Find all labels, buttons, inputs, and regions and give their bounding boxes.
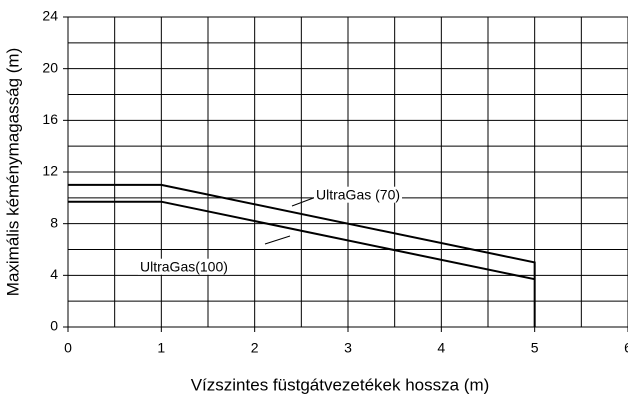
- series-line: [68, 183, 536, 327]
- label-bg: [138, 258, 230, 275]
- x-tick-label: 4: [437, 340, 445, 356]
- legend-label: UltraGas(100): [140, 259, 228, 275]
- x-tick-label: 5: [531, 340, 539, 356]
- y-tick-label: 20: [42, 59, 58, 75]
- leader-line: [291, 196, 317, 207]
- x-tick-label: 0: [64, 340, 72, 356]
- x-axis-title: Vízszintes füstgátvezetékek hossza (m): [191, 375, 490, 394]
- y-tick-label: 4: [50, 266, 58, 282]
- leader-line: [264, 235, 291, 245]
- x-tick-label: 6: [624, 340, 628, 356]
- y-tick-label: 8: [50, 214, 58, 230]
- label-bg: [314, 186, 403, 203]
- y-tick-label: 12: [42, 163, 58, 179]
- x-tick-label: 3: [344, 340, 352, 356]
- series-line: [68, 200, 535, 281]
- x-tick-label: 1: [157, 340, 165, 356]
- y-tick-label: 24: [42, 8, 58, 24]
- y-tick-label: 16: [42, 111, 58, 127]
- y-tick-label: 0: [50, 318, 58, 334]
- y-axis-title: Maximális kéménymagasság (m): [3, 48, 22, 296]
- legend-label: UltraGas (70): [316, 187, 400, 203]
- x-tick-label: 2: [251, 340, 259, 356]
